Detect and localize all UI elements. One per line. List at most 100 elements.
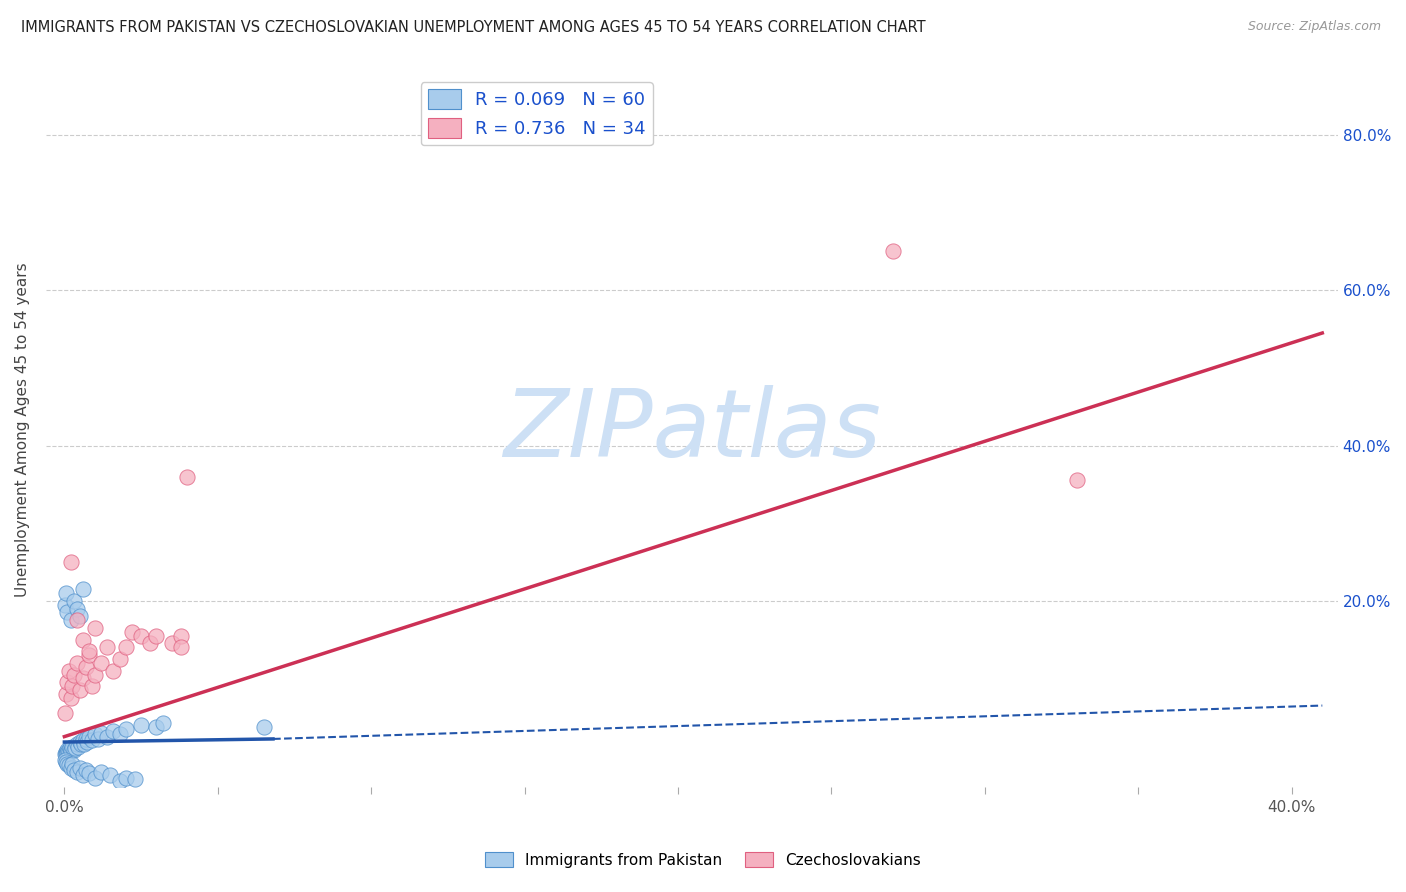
Point [58, 745, 80, 759]
Point [121, 624, 143, 639]
Point [60, 756, 83, 771]
Point [72, 733, 94, 747]
Point [66, 613, 89, 627]
Point [62, 594, 84, 608]
Point [66, 656, 89, 670]
Point [145, 629, 167, 643]
Point [139, 636, 162, 650]
Point [69, 683, 91, 698]
Point [100, 768, 122, 782]
Point [53, 747, 76, 762]
Text: Source: ZipAtlas.com: Source: ZipAtlas.com [1247, 20, 1381, 33]
Point [59, 555, 82, 569]
Point [114, 722, 136, 736]
Point [108, 652, 131, 666]
Point [59, 613, 82, 627]
Point [56, 744, 79, 758]
Point [108, 773, 131, 788]
Point [84, 667, 107, 681]
Point [129, 629, 152, 643]
Point [60, 679, 83, 693]
Point [1066, 474, 1088, 488]
Point [84, 727, 107, 741]
Point [176, 469, 198, 483]
Point [66, 764, 89, 779]
Point [69, 735, 91, 749]
Point [84, 621, 107, 635]
Point [55, 745, 77, 759]
Point [90, 725, 112, 739]
Point [108, 727, 131, 741]
Point [90, 656, 112, 670]
Point [77, 648, 100, 662]
Point [55, 747, 77, 761]
Point [69, 609, 91, 624]
Point [77, 644, 100, 658]
Point [62, 667, 84, 681]
Point [62, 743, 84, 757]
Point [56, 756, 79, 771]
Point [63, 741, 86, 756]
Point [55, 687, 77, 701]
Point [59, 761, 82, 775]
Point [90, 764, 112, 779]
Point [160, 636, 183, 650]
Legend: R = 0.069   N = 60, R = 0.736   N = 34: R = 0.069 N = 60, R = 0.736 N = 34 [420, 82, 652, 145]
Point [55, 586, 77, 600]
Point [73, 737, 96, 751]
Point [55, 756, 77, 770]
Point [72, 582, 94, 596]
Point [66, 601, 89, 615]
Point [75, 763, 97, 777]
Point [75, 731, 97, 746]
Point [170, 640, 193, 655]
Text: ZIPatlas: ZIPatlas [503, 384, 880, 475]
Point [75, 659, 97, 673]
Point [66, 737, 89, 751]
Point [56, 743, 79, 757]
Point [62, 763, 84, 777]
Point [96, 640, 118, 655]
Point [59, 743, 82, 757]
Point [129, 718, 152, 732]
Legend: Immigrants from Pakistan, Czechoslovakians: Immigrants from Pakistan, Czechoslovakia… [479, 846, 927, 873]
Point [58, 664, 80, 678]
Point [170, 629, 193, 643]
Point [67, 739, 90, 754]
Point [72, 672, 94, 686]
Text: IMMIGRANTS FROM PAKISTAN VS CZECHOSLOVAKIAN UNEMPLOYMENT AMONG AGES 45 TO 54 YEA: IMMIGRANTS FROM PAKISTAN VS CZECHOSLOVAK… [21, 20, 925, 35]
Point [114, 640, 136, 655]
Point [56, 746, 79, 760]
Point [59, 741, 82, 756]
Point [53, 753, 76, 767]
Point [103, 724, 125, 739]
Point [84, 771, 107, 785]
Point [53, 598, 76, 612]
Point [70, 737, 93, 751]
Point [60, 744, 83, 758]
Point [72, 632, 94, 647]
Point [69, 761, 91, 775]
Point [77, 766, 100, 780]
Point [76, 735, 98, 749]
Point [60, 739, 83, 754]
Point [59, 690, 82, 705]
Point [103, 664, 125, 678]
Point [87, 731, 110, 746]
Point [58, 758, 80, 772]
Point [80, 679, 103, 693]
Point [145, 719, 167, 733]
Point [72, 768, 94, 782]
Point [56, 675, 79, 690]
Point [882, 244, 904, 259]
Point [253, 719, 276, 733]
Point [124, 772, 146, 787]
Point [80, 733, 103, 747]
Point [96, 730, 118, 744]
Point [114, 771, 136, 785]
Point [56, 606, 79, 620]
Point [152, 716, 174, 731]
Point [53, 706, 76, 721]
Point [77, 730, 100, 744]
Y-axis label: Unemployment Among Ages 45 to 54 years: Unemployment Among Ages 45 to 54 years [15, 263, 30, 598]
